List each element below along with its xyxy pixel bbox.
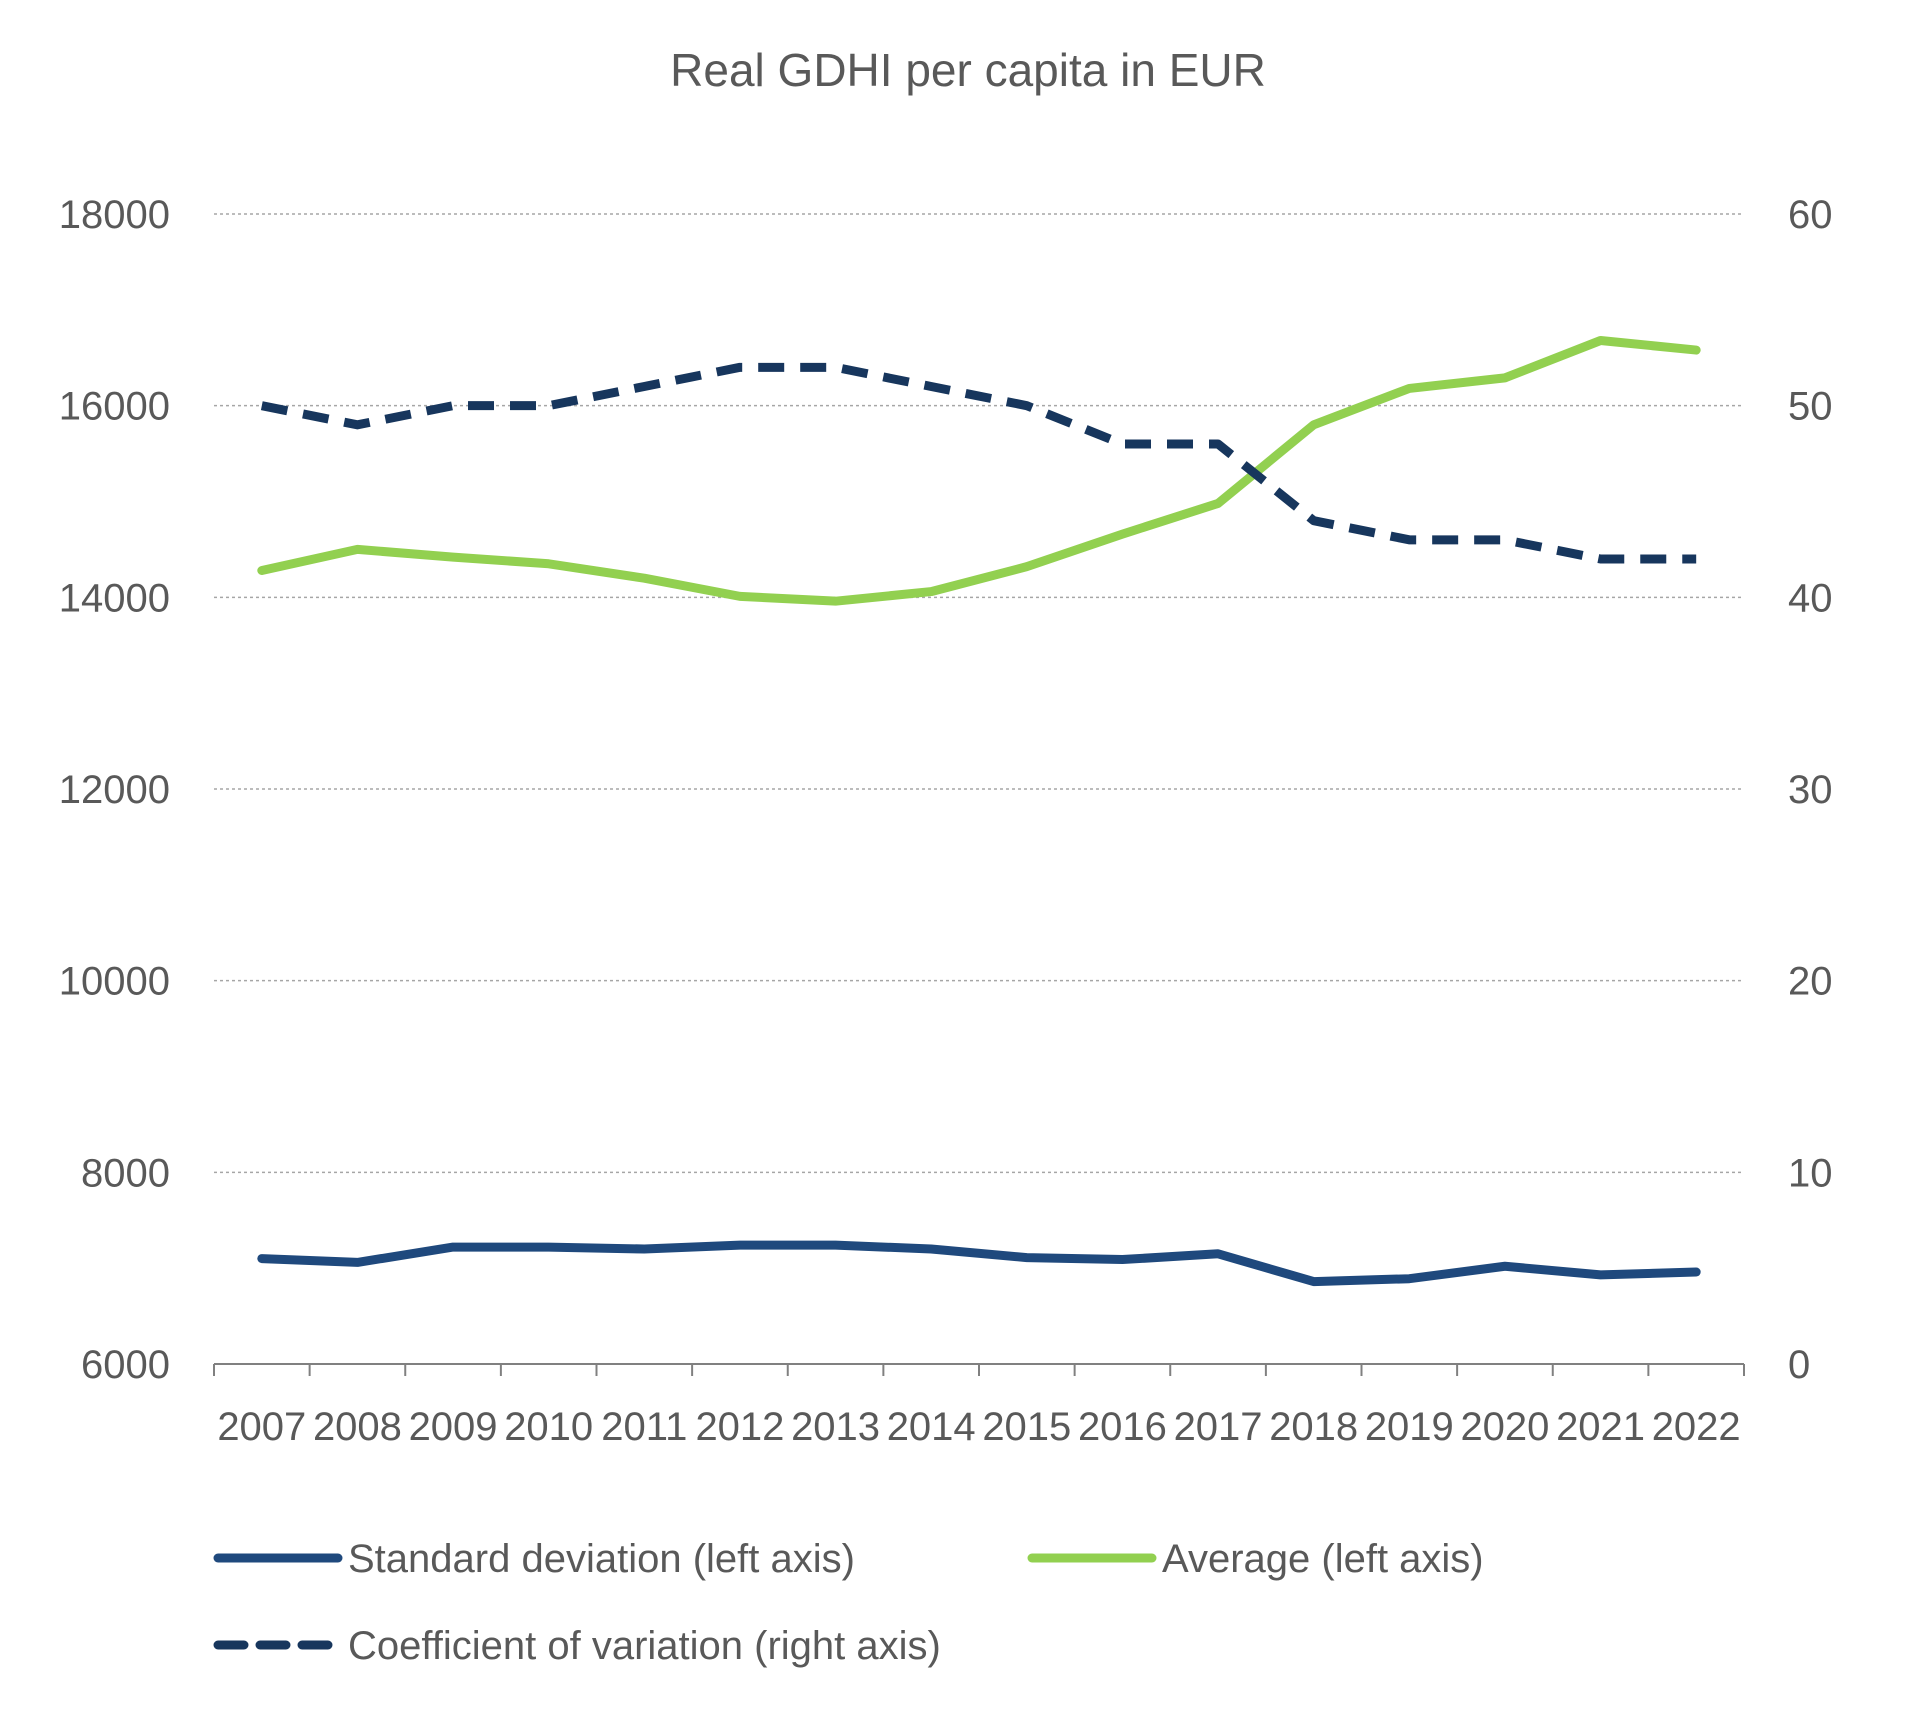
left-tick-label-6000: 6000 (81, 1343, 170, 1387)
series-line-standard-deviation (257, 1240, 1701, 1287)
x-tick-label-2018: 2018 (1269, 1405, 1358, 1449)
right-axis-ticks: 0 10 20 30 40 50 60 (1788, 193, 1833, 1387)
legend-item-average: Average (left axis) (1027, 1537, 1484, 1581)
left-tick-label-12000: 12000 (59, 768, 170, 812)
x-tick-label-2012: 2012 (695, 1405, 784, 1449)
grid (214, 213, 1744, 1174)
right-tick-label-30: 30 (1788, 768, 1833, 812)
x-tick-label-2013: 2013 (791, 1405, 880, 1449)
x-tick-label-2020: 2020 (1460, 1405, 1549, 1449)
legend-item-standard-deviation: Standard deviation (left axis) (213, 1537, 855, 1581)
right-tick-label-60: 60 (1788, 193, 1833, 237)
left-tick-label-8000: 8000 (81, 1151, 170, 1195)
legend-item-coefficient-of-variation: Coefficient of variation (right axis) (213, 1624, 941, 1668)
x-tick-label-2007: 2007 (217, 1405, 306, 1449)
x-tick-label-2010: 2010 (504, 1405, 593, 1449)
axes (213, 1363, 1745, 1376)
x-tick-label-2009: 2009 (409, 1405, 498, 1449)
right-tick-label-20: 20 (1788, 960, 1833, 1004)
right-tick-label-0: 0 (1788, 1343, 1810, 1387)
legend-label-standard-deviation: Standard deviation (left axis) (348, 1537, 855, 1581)
left-tick-label-10000: 10000 (59, 960, 170, 1004)
legend: Standard deviation (left axis) Average (… (213, 1537, 1484, 1668)
x-tick-label-2019: 2019 (1365, 1405, 1454, 1449)
x-tick-label-2021: 2021 (1556, 1405, 1645, 1449)
right-tick-label-50: 50 (1788, 385, 1833, 429)
right-tick-label-40: 40 (1788, 576, 1833, 620)
x-tick-label-2011: 2011 (601, 1405, 687, 1449)
left-axis-ticks: 6000 8000 10000 12000 14000 16000 18000 (59, 193, 170, 1387)
right-tick-label-10: 10 (1788, 1151, 1833, 1195)
x-tick-label-2014: 2014 (887, 1405, 976, 1449)
left-tick-label-16000: 16000 (59, 385, 170, 429)
x-tick-label-2008: 2008 (313, 1405, 402, 1449)
chart-title: Real GDHI per capita in EUR (670, 44, 1266, 96)
series-line-coefficient-of-variation (260, 362, 1697, 564)
x-tick-label-2022: 2022 (1652, 1405, 1741, 1449)
x-tick-label-2016: 2016 (1078, 1405, 1167, 1449)
legend-label-coefficient-of-variation: Coefficient of variation (right axis) (348, 1624, 941, 1668)
left-tick-label-18000: 18000 (59, 193, 170, 237)
series-lines (257, 336, 1701, 1287)
series-line-average (257, 336, 1701, 606)
x-axis-ticks: 2007 2008 2009 2010 2011 2012 2013 2014 2015 2016… (217, 1405, 1740, 1449)
x-tick-label-2015: 2015 (982, 1405, 1071, 1449)
left-tick-label-14000: 14000 (59, 576, 170, 620)
x-tick-label-2017: 2017 (1174, 1405, 1263, 1449)
legend-label-average: Average (left axis) (1162, 1537, 1484, 1581)
